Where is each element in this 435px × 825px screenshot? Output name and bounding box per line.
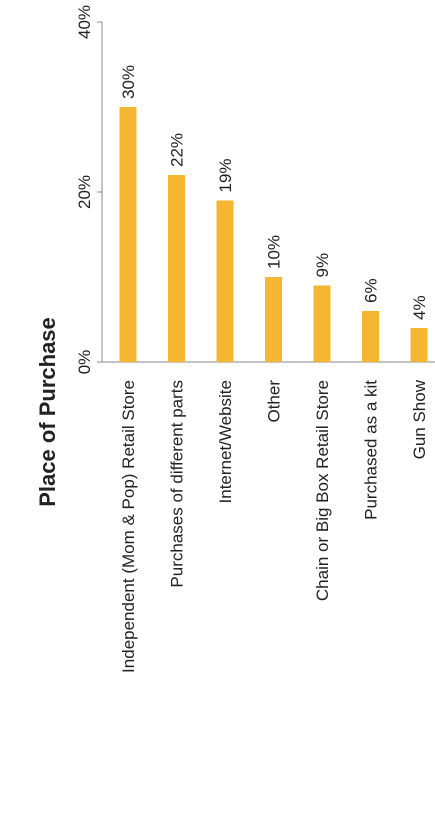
bar-value-label: 30%: [119, 65, 138, 99]
value-axis-tick-label: 0%: [75, 350, 94, 375]
category-label: Chain or Big Box Retail Store: [313, 380, 332, 601]
bar-value-label: 19%: [216, 158, 235, 192]
bar: [265, 277, 282, 362]
bar: [362, 311, 379, 362]
bar-value-label: 6%: [362, 278, 381, 303]
category-label: Independent (Mom & Pop) Retail Store: [119, 380, 138, 673]
category-label: Internet/Website: [216, 380, 235, 503]
chart-title: Place of Purchase: [35, 317, 60, 507]
bar-value-label: 10%: [265, 235, 284, 269]
bar: [216, 200, 234, 362]
bar-value-label: 4%: [410, 295, 429, 320]
category-label: Other: [265, 380, 284, 423]
bar-value-label: 9%: [313, 253, 332, 278]
bar-value-label: 22%: [168, 133, 187, 167]
bar: [168, 175, 185, 362]
value-axis-tick-label: 20%: [75, 175, 94, 209]
plot-area: 0% 20% 40% 30% Independent (Mom & Pop) Retai…: [75, 5, 435, 673]
value-axis-tick-label: 40%: [75, 5, 94, 39]
category-label: Purchased as a kit: [362, 380, 381, 520]
bar: [410, 328, 428, 362]
bar: [313, 285, 331, 362]
bar: [119, 107, 137, 362]
category-label: Purchases of different parts: [168, 380, 187, 588]
category-label: Gun Show: [410, 379, 429, 459]
